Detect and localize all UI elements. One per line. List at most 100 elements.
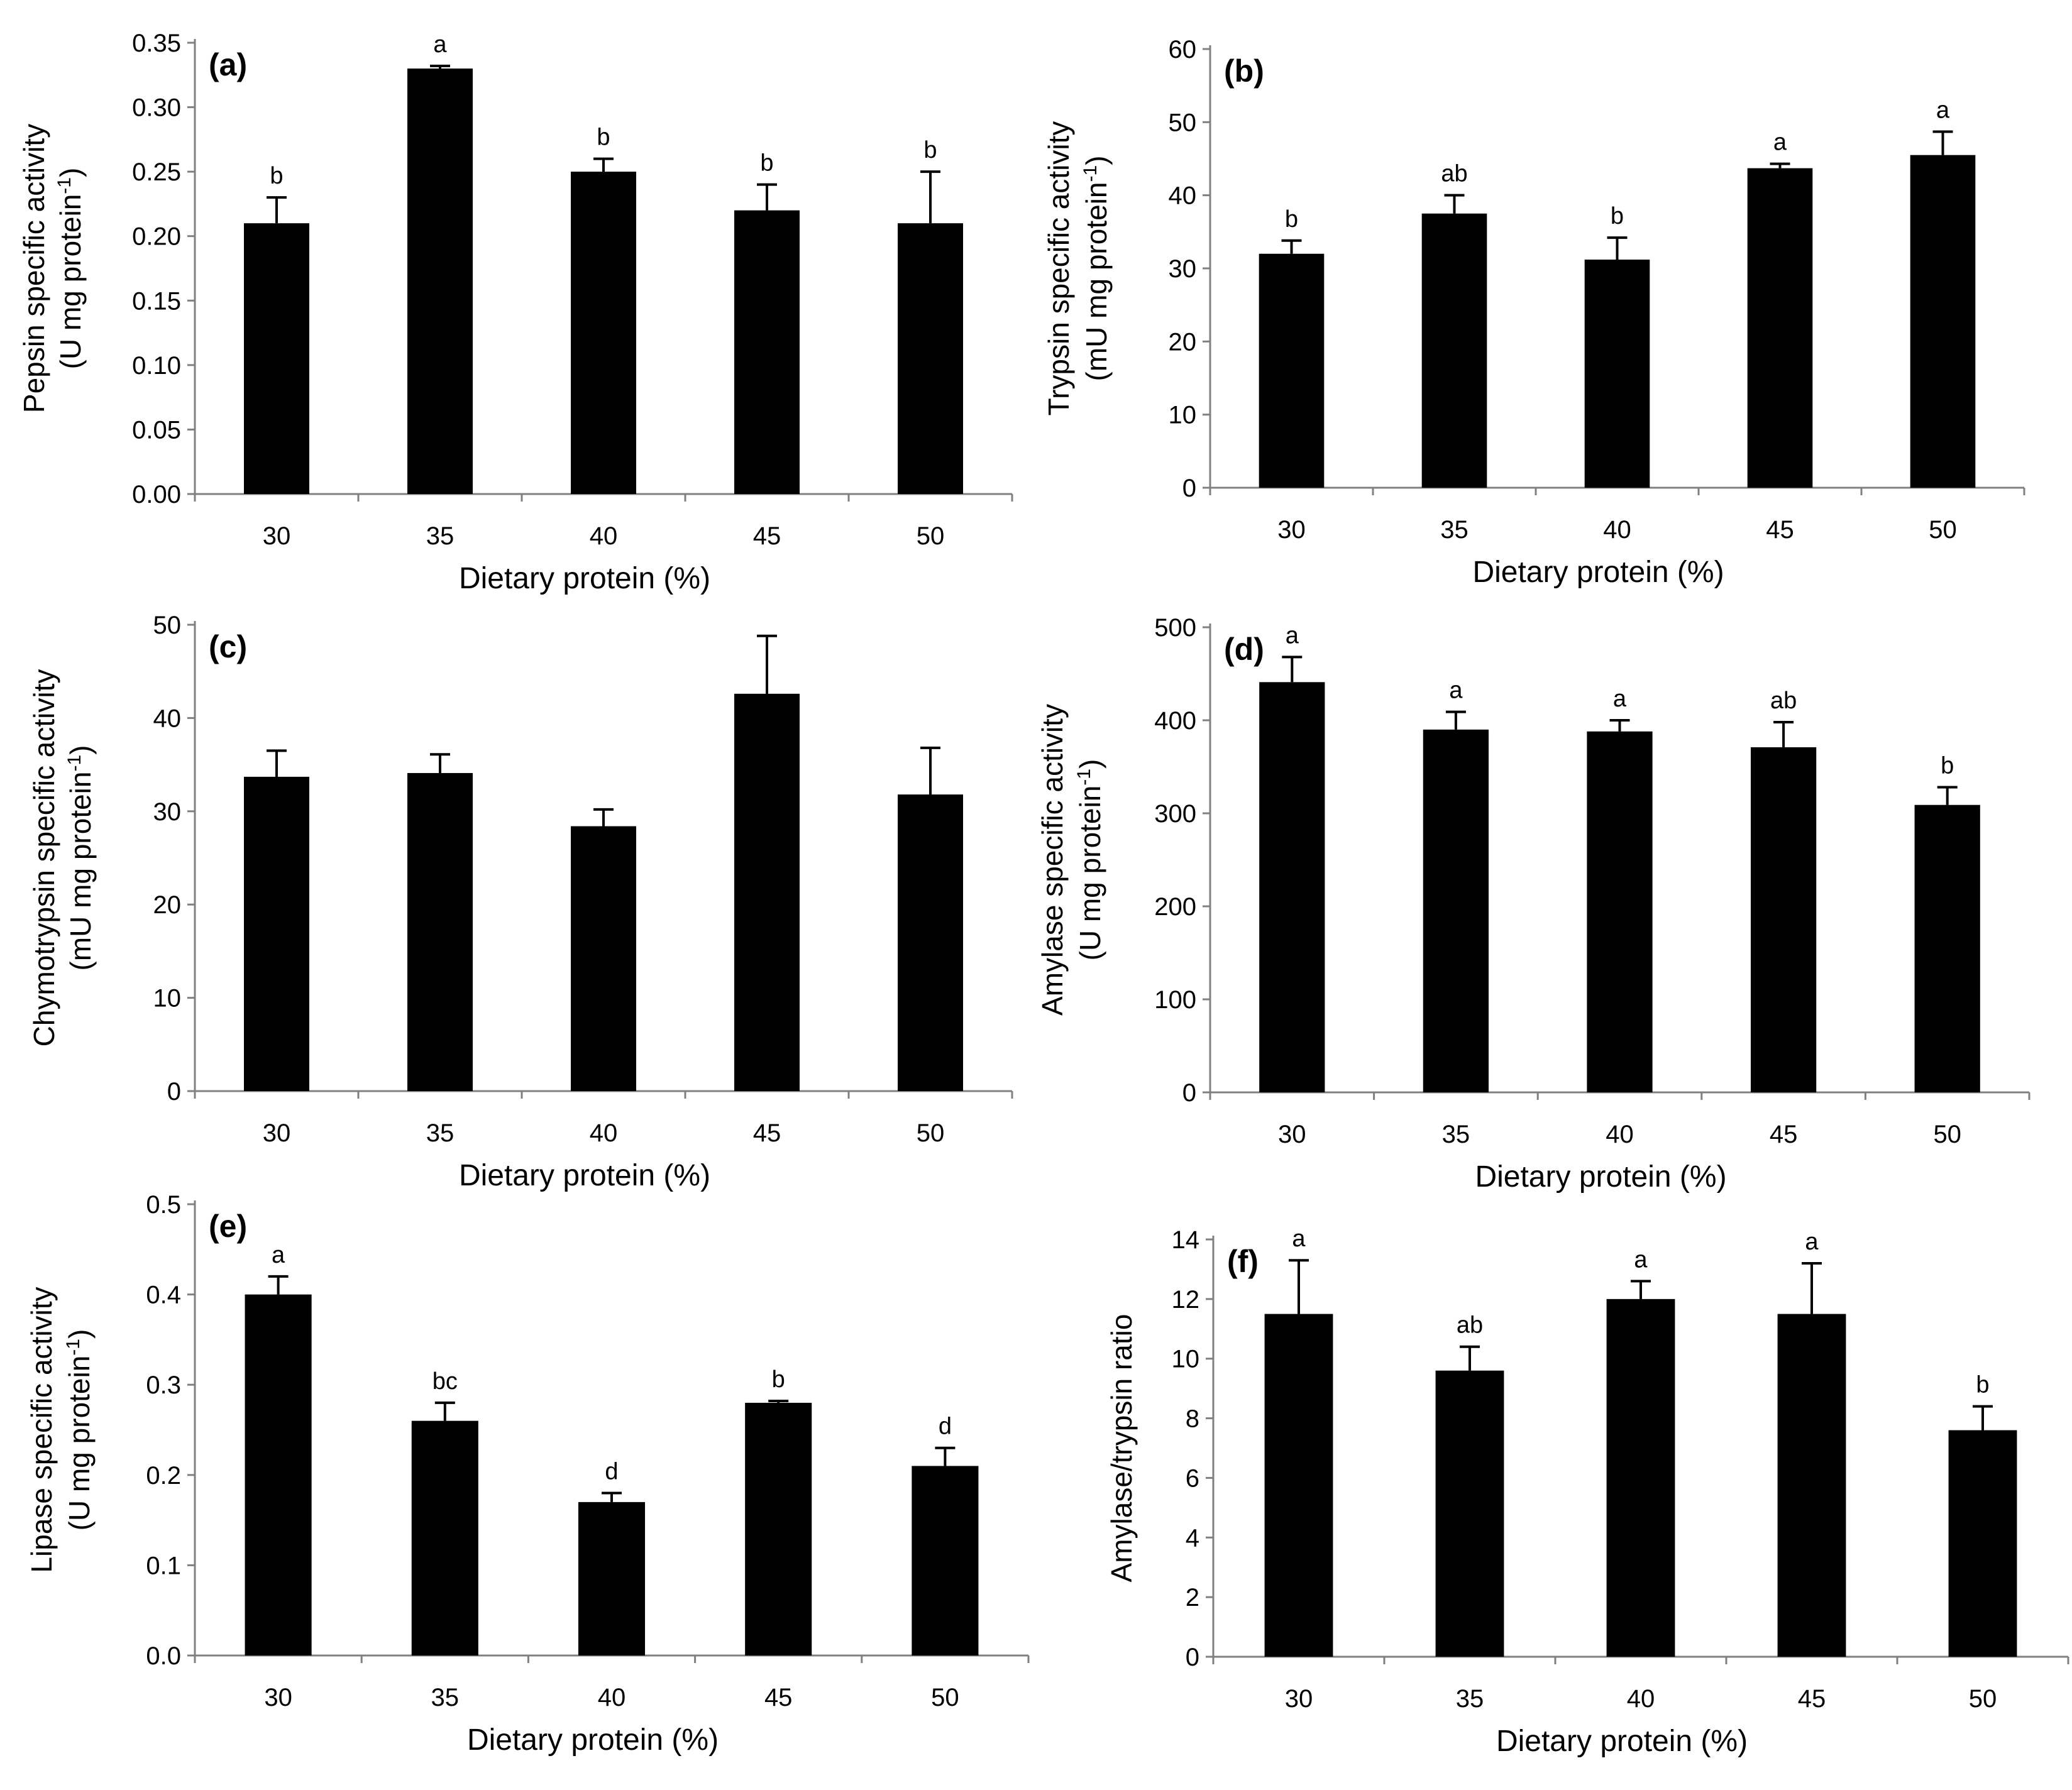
y-axis-title: Amylase specific activity [1036, 704, 1069, 1016]
x-tick-label: 40 [1603, 516, 1631, 544]
significance-letter-30: b [1285, 206, 1298, 233]
bar-35 [411, 1420, 478, 1655]
y-tick-label: 40 [153, 705, 182, 732]
x-tick-label: 50 [917, 522, 945, 550]
x-tick-label: 45 [764, 1684, 793, 1711]
y-axis-unit-close: ) [1080, 156, 1113, 165]
y-tick-label: 50 [153, 612, 182, 639]
bar-45 [1747, 168, 1813, 488]
y-tick-label: 6 [1186, 1464, 1199, 1492]
y-axis-title: Trypsin specific activity [1042, 121, 1075, 416]
x-tick-label: 40 [598, 1684, 626, 1711]
x-tick-label: 50 [931, 1684, 959, 1711]
y-axis-unit-text: (mU mg protein [64, 772, 97, 971]
bar-30 [1259, 253, 1325, 488]
significance-letter-40: a [1634, 1246, 1648, 1273]
significance-letter-50: a [1936, 97, 1950, 123]
y-tick-label: 40 [1169, 182, 1197, 210]
x-tick-label: 35 [426, 522, 455, 550]
y-axis-unit-close: ) [54, 168, 87, 177]
y-tick-label: 10 [153, 985, 182, 1013]
significance-letter-45: ab [1770, 688, 1797, 714]
y-axis-unit: (mU mg protein-1) [64, 745, 97, 971]
y-tick-label: 0 [167, 1078, 181, 1106]
y-axis-unit-exponent: -1 [1074, 769, 1094, 786]
panel-label: (f) [1227, 1244, 1259, 1279]
bar-50 [898, 223, 963, 494]
y-tick-label: 20 [153, 891, 182, 919]
y-tick-label: 0.0 [146, 1642, 181, 1670]
chart-panel-a: 0.00 0.05 0.10 0.15 0.20 0.25 0.30 0.35 b 30 a 35 b 4… [18, 30, 1013, 595]
y-tick-label: 10 [1172, 1346, 1200, 1373]
bar-45 [1750, 747, 1817, 1092]
y-axis-title: Lipase specific activity [25, 1287, 58, 1573]
significance-letter-30: a [272, 1242, 285, 1268]
y-axis-unit-exponent: -1 [54, 177, 75, 194]
significance-letter-35: ab [1457, 1312, 1483, 1339]
x-tick-label: 40 [590, 522, 618, 550]
significance-letter-40: b [1611, 203, 1624, 229]
y-axis-title: Amylase/trypsin ratio [1105, 1314, 1138, 1583]
chart-panel-d: 0 100 200 300 400 500 a 30 a 35 a 40 ab 45 b 50 Dietary … [1036, 614, 2031, 1194]
y-axis-unit-close: ) [1074, 759, 1106, 769]
bar-35 [1423, 729, 1489, 1092]
y-axis-title: Pepsin specific activity [18, 124, 50, 413]
bar-40 [578, 1502, 646, 1655]
x-tick-label: 50 [1933, 1121, 1961, 1148]
x-tick-label: 40 [1627, 1685, 1655, 1713]
significance-letter-30: b [270, 163, 283, 189]
panel-label: (e) [209, 1209, 247, 1244]
chart-panel-b: 0 10 20 30 40 50 60 b 30 ab 35 b 40 a 45 a 50 Dietary pro… [1042, 36, 2025, 589]
y-tick-label: 0.35 [132, 30, 181, 57]
panel-label: (d) [1224, 632, 1264, 667]
bar-40 [1606, 1299, 1675, 1657]
significance-letter-45: b [760, 150, 773, 177]
y-axis-unit-close: ) [63, 1329, 96, 1339]
significance-letter-45: a [1805, 1229, 1819, 1255]
panel-label: (c) [209, 629, 247, 664]
significance-letter-50: d [939, 1414, 952, 1440]
significance-letter-45: a [1773, 129, 1787, 156]
y-axis-unit-exponent: -1 [64, 755, 85, 772]
chart-panel-f: 0 2 4 6 8 10 12 14 a 30 ab 35 a 40 a 45 b 50 Dietary prote… [1105, 1226, 2069, 1758]
y-axis-unit: (U mg protein-1) [63, 1329, 96, 1531]
y-tick-label: 0.4 [146, 1282, 181, 1309]
y-tick-label: 2 [1186, 1584, 1199, 1612]
bar-40 [571, 826, 636, 1091]
bar-45 [1777, 1314, 1846, 1657]
y-axis-unit-close: ) [64, 745, 97, 755]
x-axis-title: Dietary protein (%) [459, 562, 710, 595]
y-tick-label: 4 [1186, 1524, 1199, 1552]
significance-letter-35: a [1449, 678, 1463, 704]
x-tick-label: 35 [1442, 1121, 1470, 1148]
x-tick-label: 30 [264, 1684, 292, 1711]
y-tick-label: 0.10 [132, 352, 181, 380]
y-axis-unit: (U mg protein-1) [54, 168, 87, 370]
bar-40 [1587, 731, 1653, 1092]
bar-30 [244, 223, 309, 494]
x-tick-label: 40 [590, 1119, 618, 1147]
chart-panel-c: 0 10 20 30 40 50 30 35 40 45 50 Dietary protein (%)… [28, 612, 1013, 1192]
bar-50 [1910, 155, 1976, 488]
y-axis-unit-text: (U mg protein [1074, 786, 1106, 961]
y-tick-label: 0.2 [146, 1462, 181, 1490]
bar-40 [571, 172, 636, 495]
bar-35 [1421, 213, 1487, 488]
y-axis-unit: (mU mg protein-1) [1080, 156, 1113, 382]
significance-letter-35: a [433, 31, 447, 58]
significance-letter-40: d [605, 1459, 618, 1485]
x-tick-label: 45 [1770, 1121, 1798, 1148]
y-tick-label: 8 [1186, 1405, 1199, 1433]
x-tick-label: 30 [1278, 1121, 1306, 1148]
y-tick-label: 60 [1169, 36, 1197, 63]
x-tick-label: 35 [1456, 1685, 1484, 1713]
y-tick-label: 30 [153, 798, 182, 826]
y-tick-label: 0.05 [132, 416, 181, 444]
y-tick-label: 20 [1169, 328, 1197, 356]
bar-40 [1584, 260, 1650, 488]
y-tick-label: 12 [1172, 1286, 1200, 1314]
y-tick-label: 100 [1154, 986, 1196, 1014]
x-axis-title: Dietary protein (%) [1472, 556, 1724, 589]
bar-50 [912, 1466, 979, 1655]
y-tick-label: 30 [1169, 255, 1197, 283]
